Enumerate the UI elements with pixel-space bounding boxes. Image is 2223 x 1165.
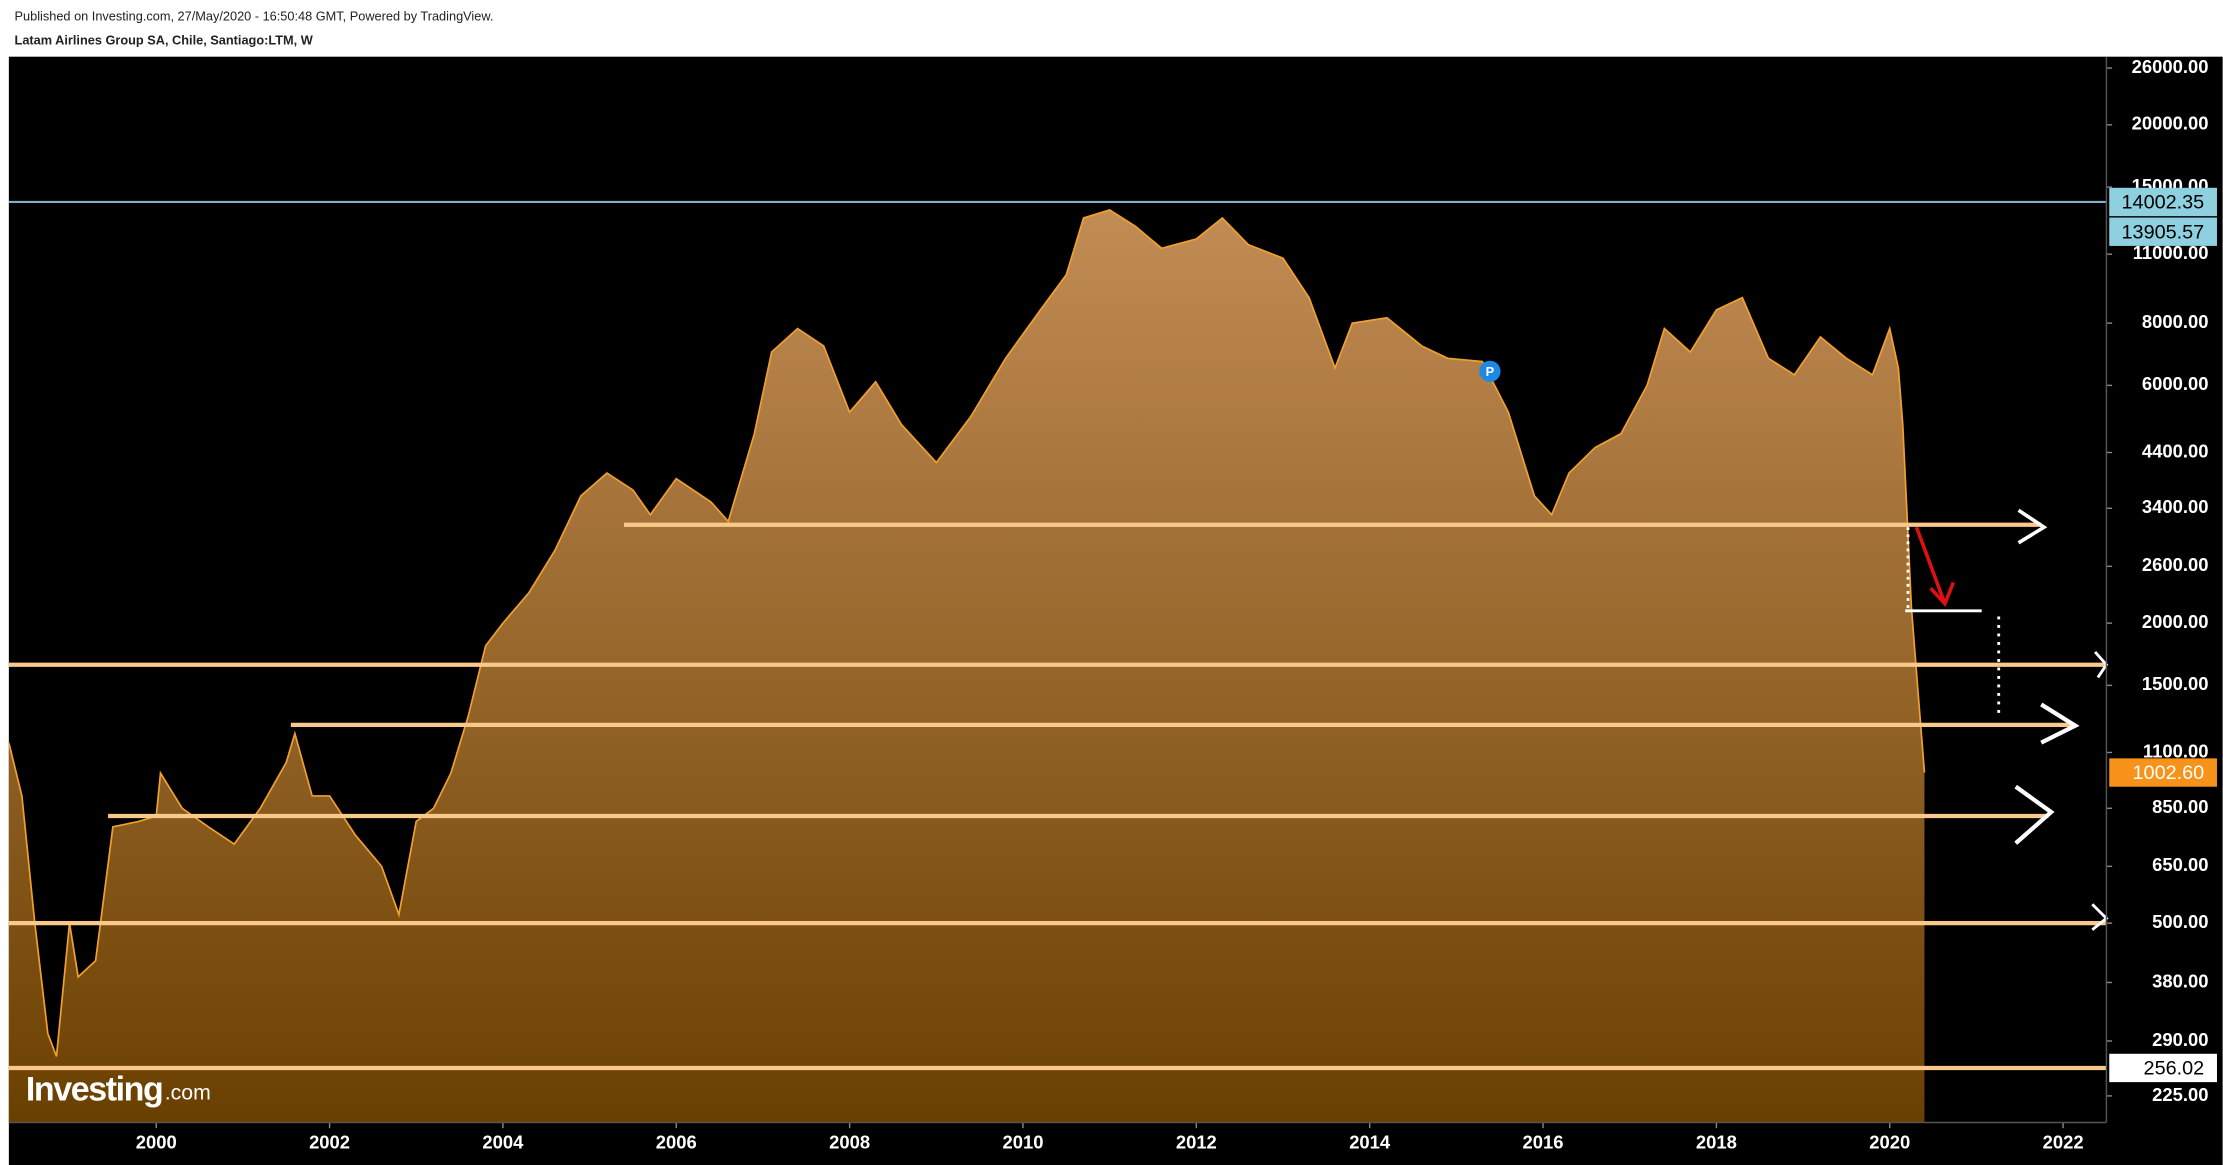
x-tick-label: 2022 — [2043, 1132, 2084, 1153]
price-label: 14002.35 — [2122, 192, 2205, 214]
y-tick-label: 26000.00 — [2132, 56, 2209, 77]
watermark: Investing — [26, 1070, 162, 1108]
x-tick-label: 2004 — [482, 1132, 524, 1153]
y-tick-label: 8000.00 — [2142, 311, 2209, 332]
y-tick-label: 20000.00 — [2132, 113, 2209, 134]
price-label: 1002.60 — [2133, 762, 2205, 784]
y-tick-label: 4400.00 — [2142, 440, 2209, 461]
price-label: 13905.57 — [2122, 221, 2205, 243]
price-label-box — [2109, 217, 2217, 246]
x-tick-label: 2010 — [1002, 1132, 1043, 1153]
y-tick-label: 1100.00 — [2143, 740, 2209, 761]
x-tick-label: 2020 — [1869, 1132, 1910, 1153]
y-tick-label: 11000.00 — [2133, 242, 2209, 263]
y-tick-label: 2600.00 — [2142, 554, 2209, 575]
price-line — [8, 208, 1926, 1057]
marker — [1479, 360, 1501, 382]
arrowhead — [2014, 784, 2055, 845]
x-tick-label: 2006 — [656, 1132, 697, 1153]
y-tick-label: 290.00 — [2152, 1029, 2208, 1050]
x-tick-label: 2018 — [1696, 1132, 1737, 1153]
red-arrow — [1914, 526, 1947, 605]
red-arrowhead — [1929, 581, 1956, 608]
x-tick-label: 2012 — [1176, 1132, 1217, 1153]
y-tick-label: 225.00 — [2152, 1084, 2208, 1105]
y-tick-label: 6000.00 — [2142, 373, 2209, 394]
plot — [8, 200, 2107, 1123]
arrowhead — [2040, 702, 2080, 745]
x-tick-label: 2014 — [1349, 1132, 1391, 1153]
chart-title: Latam Airlines Group SA, Chile, Santiago… — [15, 32, 314, 47]
watermark-suffix: .com — [165, 1081, 211, 1105]
y-tick-label: 3400.00 — [2142, 496, 2209, 517]
price-label-box — [2109, 1053, 2217, 1083]
y-tick-label: 650.00 — [2152, 854, 2208, 875]
y-tick-label: 1500.00 — [2142, 673, 2209, 694]
y-tick-label: 2000.00 — [2142, 611, 2209, 632]
x-tick-label: 2002 — [309, 1132, 350, 1153]
price-label-box — [2109, 187, 2217, 217]
x-tick-label: 2000 — [136, 1132, 177, 1153]
arrowhead — [2017, 508, 2048, 545]
price-label-box — [2109, 758, 2217, 787]
header: Published on Investing.com, 27/May/2020 … — [15, 8, 494, 23]
y-tick-label: 850.00 — [2152, 796, 2208, 817]
x-tick-label: 2008 — [829, 1132, 870, 1153]
y-tick-label: 380.00 — [2152, 970, 2208, 991]
x-tick-label: 2016 — [1523, 1132, 1564, 1153]
marker-label: P — [1486, 364, 1495, 379]
price-label: 256.02 — [2144, 1058, 2205, 1080]
y-tick-label: 500.00 — [2152, 911, 2208, 932]
